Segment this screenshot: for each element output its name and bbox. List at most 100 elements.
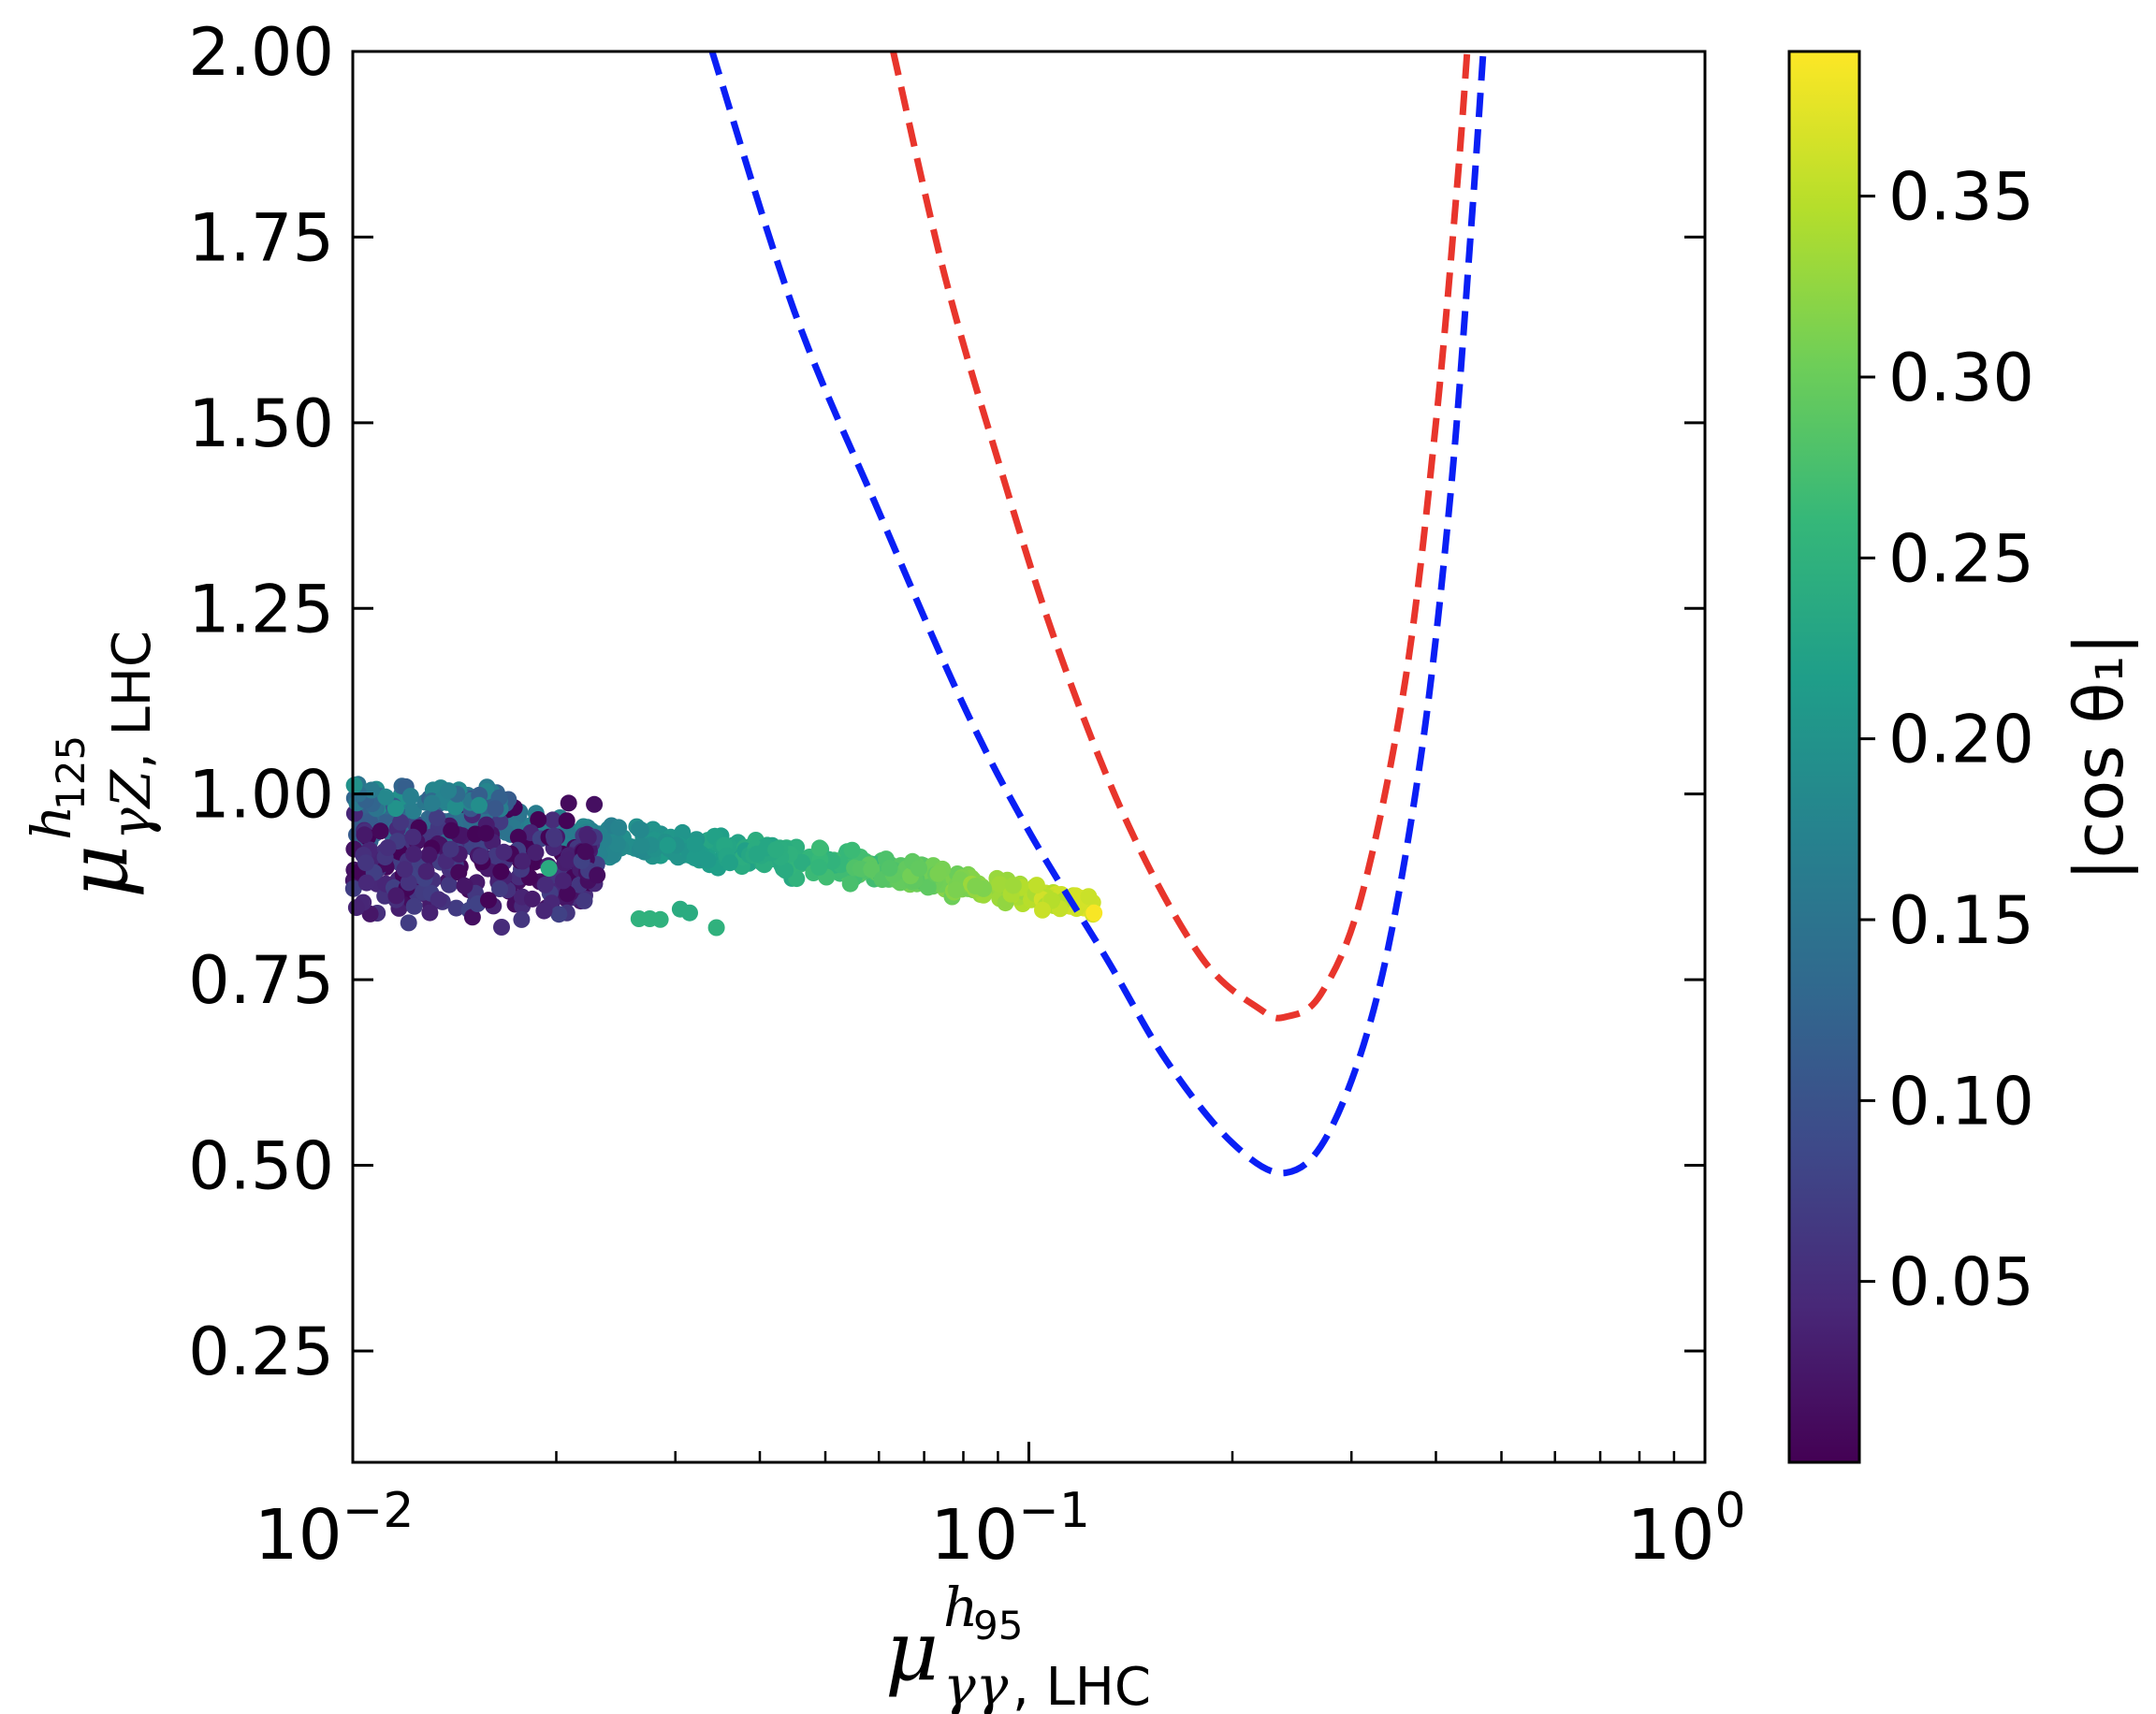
scatter-point (576, 843, 594, 861)
x-axis-sup-sub: 95 (973, 1603, 1023, 1649)
scatter-point (535, 902, 553, 920)
scatter-point (421, 904, 439, 922)
scatter-point (686, 850, 704, 867)
scatter-point (396, 861, 414, 879)
x-tick-label: 10−2 (255, 1483, 415, 1576)
scatter-point (1034, 901, 1051, 919)
scatter-point (450, 864, 468, 881)
y-tick-label: 1.50 (188, 385, 334, 462)
scatter-point (794, 853, 811, 871)
scatter-point (401, 788, 419, 805)
y-axis-symbol: μ (50, 845, 146, 898)
scatter-point (493, 919, 510, 936)
scatter-point (651, 910, 669, 928)
scatter-point (356, 826, 373, 844)
colorbar-tick-label: 0.15 (1888, 882, 2034, 959)
scatter-point (1080, 888, 1098, 906)
scatter-point (560, 794, 577, 812)
scatter-point (881, 859, 898, 877)
scatter-point (471, 796, 488, 814)
scatter-point (589, 866, 606, 884)
scatter-point (404, 828, 422, 846)
y-axis-sub-text: , LHC (102, 631, 163, 769)
scatter-point (429, 809, 446, 827)
scatter-point (527, 844, 545, 862)
scatter-point (392, 813, 410, 831)
scatter-point (423, 794, 441, 812)
scatter-point (491, 813, 509, 831)
scatter-point (480, 892, 497, 909)
x-axis-sup: h (943, 1576, 978, 1639)
scatter-point (441, 876, 458, 893)
scatter-point (509, 828, 527, 846)
y-axis-sub: γZ (99, 768, 163, 840)
scatter-point (919, 879, 937, 896)
scatter-point (463, 908, 481, 926)
x-axis-sub-text: , LHC (1012, 1657, 1151, 1714)
scatter-point (721, 854, 738, 872)
scatter-point (430, 891, 447, 908)
scatter-point (554, 872, 572, 890)
scatter-point (810, 858, 828, 876)
scatter-point (575, 892, 593, 909)
scatter-point (386, 800, 404, 818)
scatter-point (491, 880, 508, 897)
scatter-point (841, 875, 859, 893)
colorbar-tick-label: 0.35 (1888, 159, 2034, 236)
x-axis-sub: γγ (943, 1654, 1009, 1714)
x-axis-title: μ h95 γγ, LHC (885, 1576, 1151, 1714)
scatter-point (523, 890, 541, 908)
scatter-point (1004, 877, 1022, 894)
y-axis-sup: h (20, 806, 83, 840)
scatter-point (544, 811, 561, 829)
colorbar (1789, 51, 1859, 1462)
scatter-point (513, 910, 531, 928)
scatter-point (686, 835, 704, 853)
x-tick-label: 10−1 (930, 1483, 1090, 1576)
y-tick-label: 0.25 (188, 1314, 334, 1390)
scatter-point (991, 876, 1009, 893)
scatter-point (810, 839, 828, 857)
plot-frame (351, 50, 1707, 1464)
y-tick-label: 0.75 (188, 942, 334, 1019)
colorbar-tick-label: 0.10 (1888, 1063, 2034, 1140)
colorbar-tick-label: 0.25 (1888, 520, 2034, 597)
scatter-point (495, 843, 513, 861)
scatter-point (443, 821, 460, 839)
scatter-point (1027, 877, 1045, 894)
colorbar-tick-label: 0.30 (1888, 340, 2034, 416)
colorbar-ticks: 0.05 0.10 0.15 0.20 0.25 0.30 0.35 (1859, 159, 2034, 1321)
scatter-point (446, 798, 464, 816)
scatter-point (536, 876, 554, 893)
colorbar-tick-label: 0.05 (1888, 1244, 2034, 1321)
scatter-point (947, 881, 965, 899)
scatter-point (929, 864, 947, 882)
y-axis-sup-sub: 125 (48, 735, 94, 810)
y-tick-label: 1.75 (188, 199, 334, 276)
colorbar-label: |cos θ₁| (2060, 632, 2139, 880)
scatter-point (472, 848, 489, 865)
scatter-layer (344, 776, 1103, 937)
colorbar-frame (1787, 50, 1861, 1464)
scatter-point (586, 795, 604, 813)
scatter-point (608, 835, 626, 853)
y-tick-label: 2.00 (188, 14, 334, 91)
scatter-point (345, 777, 363, 794)
scatter-point (357, 854, 374, 872)
scatter-point (530, 811, 547, 828)
scatter-point (546, 830, 563, 848)
x-axis-symbol: μ (885, 1603, 939, 1699)
scatter-point (404, 802, 422, 820)
scatter-point (610, 819, 628, 836)
scatter-point (550, 906, 568, 923)
scatter-point (777, 862, 794, 879)
scatter-point (442, 840, 459, 858)
scatter-point (371, 822, 389, 840)
scatter-point (387, 887, 405, 905)
scatter-point (767, 841, 785, 859)
scatter-point (633, 837, 650, 854)
scatter-point (357, 874, 375, 892)
scatter-point (843, 841, 861, 859)
scatter-point (377, 788, 395, 806)
y-tick-label: 1.00 (188, 757, 334, 834)
